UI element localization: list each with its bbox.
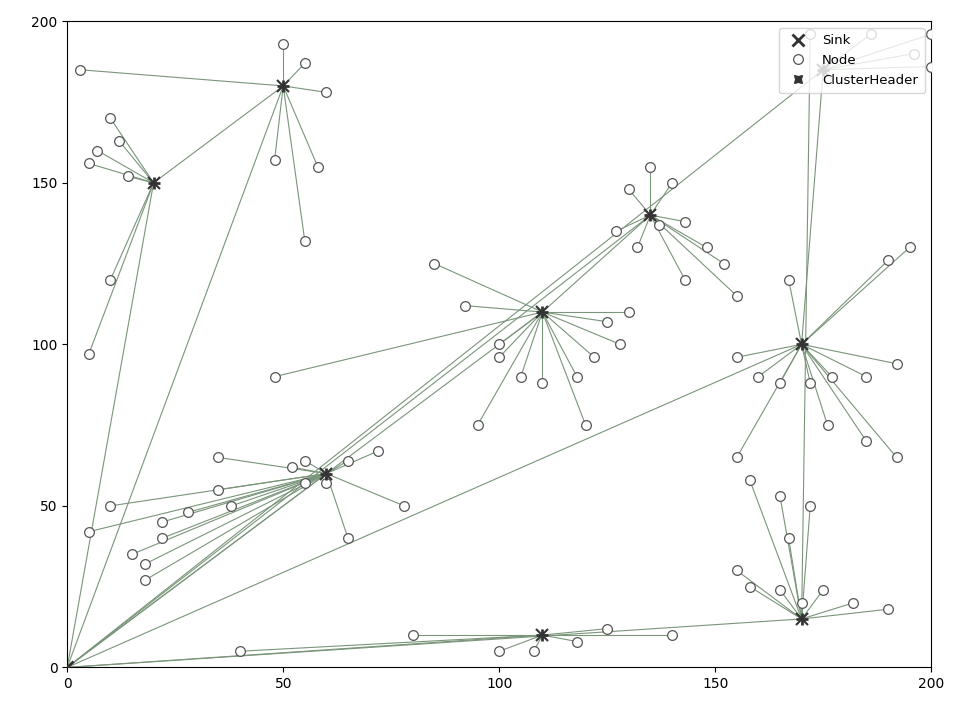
Legend: Sink, Node, ClusterHeader: Sink, Node, ClusterHeader	[779, 28, 924, 93]
